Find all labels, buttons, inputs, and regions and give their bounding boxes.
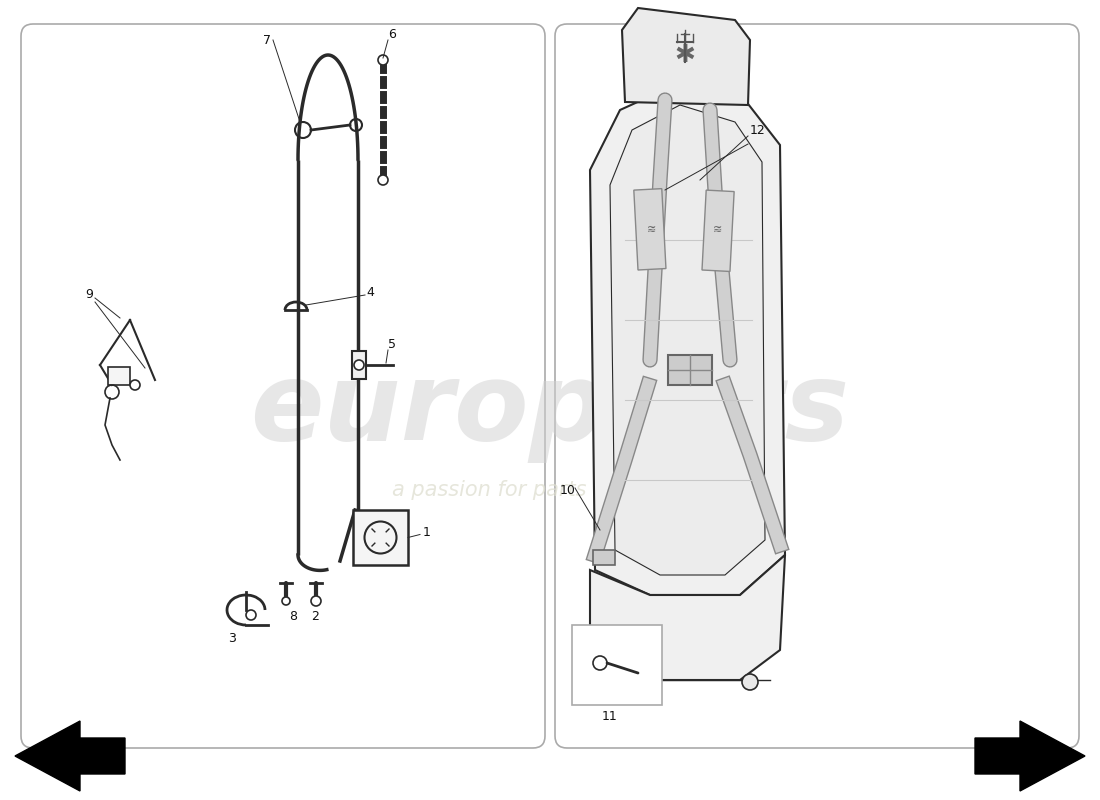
Text: 7: 7 (263, 34, 271, 46)
Bar (668, 355, 712, 385)
Text: 12: 12 (750, 123, 766, 137)
Text: 5: 5 (388, 338, 396, 351)
Text: ≋: ≋ (647, 225, 657, 235)
Polygon shape (975, 721, 1085, 791)
Circle shape (612, 674, 628, 690)
Text: ✱: ✱ (674, 43, 695, 67)
Circle shape (354, 360, 364, 370)
Text: ≋: ≋ (713, 225, 723, 235)
Text: 8: 8 (289, 610, 297, 623)
Circle shape (378, 175, 388, 185)
Circle shape (311, 596, 321, 606)
Polygon shape (610, 105, 764, 575)
Polygon shape (15, 721, 125, 791)
Bar (702, 190, 734, 271)
Bar (352, 351, 366, 379)
Circle shape (742, 674, 758, 690)
Circle shape (282, 597, 290, 605)
Circle shape (246, 610, 256, 620)
Circle shape (130, 380, 140, 390)
Text: europarts: europarts (251, 357, 849, 463)
Text: 4: 4 (366, 286, 374, 298)
Text: 3: 3 (228, 631, 235, 645)
Bar (353, 510, 408, 565)
Text: 10: 10 (560, 483, 576, 497)
FancyBboxPatch shape (556, 24, 1079, 748)
Text: 2: 2 (311, 610, 319, 623)
Bar (572, 625, 662, 705)
Text: 11: 11 (602, 710, 618, 723)
Polygon shape (590, 85, 785, 595)
Text: 9: 9 (85, 289, 92, 302)
Text: a passion for parts since 1985: a passion for parts since 1985 (393, 480, 707, 500)
Polygon shape (621, 8, 750, 105)
Bar (634, 189, 665, 270)
Circle shape (593, 656, 607, 670)
Text: 6: 6 (388, 29, 396, 42)
Text: 1: 1 (424, 526, 431, 539)
FancyBboxPatch shape (21, 24, 544, 748)
Circle shape (378, 55, 388, 65)
Bar (593, 550, 615, 565)
Polygon shape (590, 555, 785, 680)
Bar (108, 367, 130, 385)
